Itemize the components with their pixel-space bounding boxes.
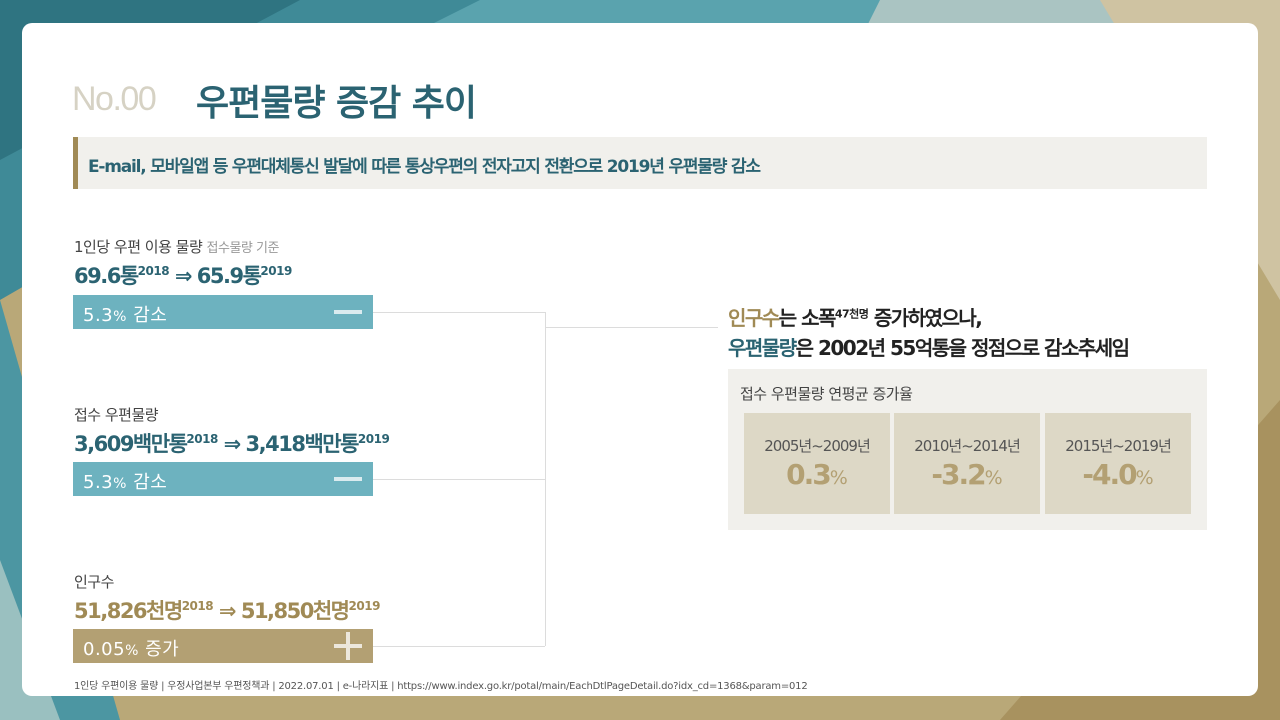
change-bar-population: 0.05% 증가 (73, 629, 373, 663)
unit: % (829, 467, 848, 489)
change-unit: % (113, 476, 127, 492)
change-label: 증가 (145, 639, 180, 660)
summary-line-1: 인구수는 소폭47천명 증가하였으나, (728, 302, 983, 331)
arrow-icon: ⇒ (223, 432, 242, 456)
page-title: 우편물량 증감 추이 (196, 83, 477, 124)
minus-icon (334, 477, 362, 481)
summary-text: 는 소폭 (778, 306, 837, 330)
from-year: 2018 (181, 599, 214, 613)
change-text: 0.05% 증가 (83, 635, 179, 661)
change-unit: % (113, 309, 127, 325)
metric-value-volume: 3,609백만통2018 ⇒ 3,418백만통2019 (74, 428, 390, 458)
change-text: 5.3% 감소 (83, 468, 167, 494)
metric-sub-label: 접수물량 기준 (206, 241, 280, 256)
value: 0.3 (786, 458, 832, 491)
change-label: 감소 (133, 472, 168, 493)
from-value: 51,826천명 (74, 599, 183, 623)
to-year: 2019 (357, 432, 390, 446)
arrow-icon: ⇒ (174, 264, 193, 288)
summary-line-2: 우편물량은 2002년 55억통을 정점으로 감소추세임 (728, 332, 1130, 361)
slide-number: No.00 (72, 80, 157, 118)
period-box: 2005년~2009년 0.3% (744, 413, 890, 514)
from-value: 3,609백만통 (74, 432, 188, 456)
metric-label-text: 접수 우편물량 (74, 406, 159, 424)
period-value: -4.0% (1045, 458, 1191, 491)
summary-banner: E-mail, 모바일앱 등 우편대체통신 발달에 따른 통상우편의 전자고지 … (73, 137, 1207, 189)
period-value: -3.2% (894, 458, 1040, 491)
from-year: 2018 (137, 264, 170, 278)
change-value: 5.3 (83, 305, 114, 326)
period-years: 2010년~2014년 (914, 437, 1021, 455)
highlight-population: 인구수 (728, 306, 780, 330)
unit: % (984, 467, 1003, 489)
period-box: 2015년~2019년 -4.0% (1045, 413, 1191, 514)
metric-label-text: 1인당 우편 이용 물량 (74, 238, 203, 256)
period-value: 0.3% (744, 458, 890, 491)
metric-label-volume: 접수 우편물량 (74, 404, 159, 425)
to-value: 65.9통 (196, 264, 262, 288)
to-year: 2019 (260, 264, 292, 278)
source-footer: 1인당 우편이용 물량 | 우정사업본부 우편정책과 | 2022.07.01 … (74, 681, 808, 692)
arrow-icon: ⇒ (218, 599, 237, 623)
connector-line (373, 479, 545, 480)
period-years: 2005년~2009년 (764, 437, 871, 455)
change-value: 5.3 (83, 472, 114, 493)
connector-line (373, 312, 545, 313)
period-box: 2010년~2014년 -3.2% (894, 413, 1040, 514)
content-card (22, 23, 1258, 696)
plus-icon (334, 632, 362, 660)
value: -4.0 (1082, 458, 1137, 491)
summary-text: 증가하였으나, (868, 306, 983, 330)
to-value: 51,850천명 (240, 599, 350, 623)
connector-line (545, 312, 546, 646)
panel-label: 접수 우편물량 연평균 증가율 (740, 385, 913, 403)
metric-value-per-capita: 69.6통2018 ⇒ 65.9통2019 (74, 260, 292, 290)
change-bar-volume: 5.3% 감소 (73, 462, 373, 496)
minus-icon (334, 310, 362, 314)
connector-line (545, 327, 718, 328)
value: -3.2 (931, 458, 986, 491)
summary-text: 은 2002년 55억통을 정점으로 감소추세임 (795, 336, 1130, 360)
change-unit: % (125, 643, 139, 659)
unit: % (1135, 467, 1154, 489)
growth-rate-panel: 접수 우편물량 연평균 증가율 2005년~2009년 0.3% 2010년~2… (728, 369, 1207, 530)
connector-line (373, 646, 545, 647)
change-value: 0.05 (83, 639, 126, 660)
highlight-volume: 우편물량 (728, 336, 797, 360)
metric-label-population: 인구수 (74, 571, 114, 592)
to-value: 3,418백만통 (245, 432, 360, 456)
from-value: 69.6통 (74, 264, 139, 288)
change-bar-per-capita: 5.3% 감소 (73, 295, 373, 329)
summary-sup: 47천명 (834, 307, 869, 321)
change-label: 감소 (133, 305, 168, 326)
metric-label-per-capita: 1인당 우편 이용 물량 접수물량 기준 (74, 236, 279, 257)
metric-value-population: 51,826천명2018 ⇒ 51,850천명2019 (74, 595, 380, 625)
to-year: 2019 (348, 599, 381, 613)
banner-text: E-mail, 모바일앱 등 우편대체통신 발달에 따른 통상우편의 전자고지 … (88, 157, 761, 177)
change-text: 5.3% 감소 (83, 301, 167, 327)
period-years: 2015년~2019년 (1065, 437, 1172, 455)
metric-label-text: 인구수 (74, 573, 114, 591)
from-year: 2018 (186, 432, 218, 446)
